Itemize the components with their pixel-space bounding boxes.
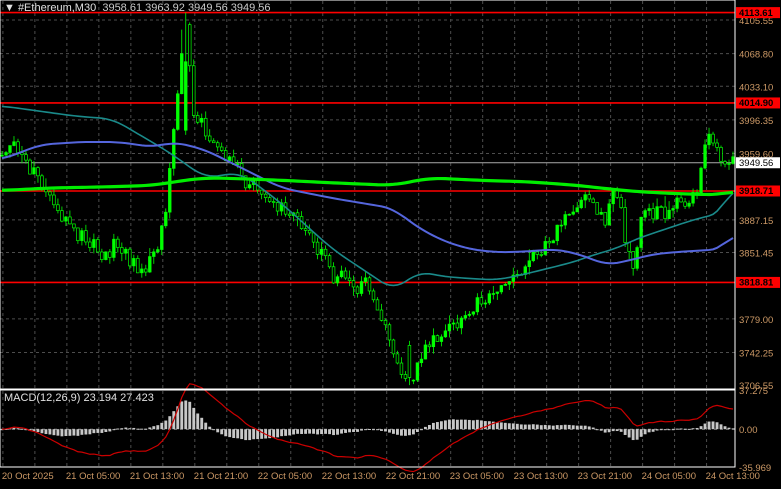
svg-text:4068.80: 4068.80 <box>739 50 773 61</box>
svg-text:3779.00: 3779.00 <box>739 315 773 326</box>
svg-text:24 Oct 05:00: 24 Oct 05:00 <box>642 471 696 482</box>
svg-text:4113.61: 4113.61 <box>739 8 774 19</box>
svg-text:23 Oct 13:00: 23 Oct 13:00 <box>514 471 568 482</box>
svg-text:21 Oct 05:00: 21 Oct 05:00 <box>66 471 120 482</box>
svg-text:3996.35: 3996.35 <box>739 116 773 127</box>
svg-text:21 Oct 21:00: 21 Oct 21:00 <box>194 471 248 482</box>
svg-text:22 Oct 21:00: 22 Oct 21:00 <box>386 471 440 482</box>
svg-text:3742.25: 3742.25 <box>739 348 773 359</box>
svg-text:21 Oct 13:00: 21 Oct 13:00 <box>130 471 184 482</box>
svg-text:4014.90: 4014.90 <box>739 98 773 109</box>
svg-text:4033.10: 4033.10 <box>739 82 773 93</box>
svg-text:0.00: 0.00 <box>739 425 758 436</box>
svg-text:37.275: 37.275 <box>739 386 768 397</box>
svg-text:3918.71: 3918.71 <box>739 186 774 197</box>
svg-text:3818.81: 3818.81 <box>739 278 774 289</box>
svg-text:3851.45: 3851.45 <box>739 249 773 260</box>
svg-text:3887.15: 3887.15 <box>739 216 773 227</box>
svg-text:-35.969: -35.969 <box>739 463 771 474</box>
svg-text:3949.56: 3949.56 <box>739 158 773 169</box>
svg-text:22 Oct 05:00: 22 Oct 05:00 <box>258 471 312 482</box>
svg-text:20 Oct 2025: 20 Oct 2025 <box>2 471 54 482</box>
svg-text:23 Oct 21:00: 23 Oct 21:00 <box>578 471 632 482</box>
svg-text:22 Oct 13:00: 22 Oct 13:00 <box>322 471 376 482</box>
svg-text:23 Oct 05:00: 23 Oct 05:00 <box>450 471 504 482</box>
